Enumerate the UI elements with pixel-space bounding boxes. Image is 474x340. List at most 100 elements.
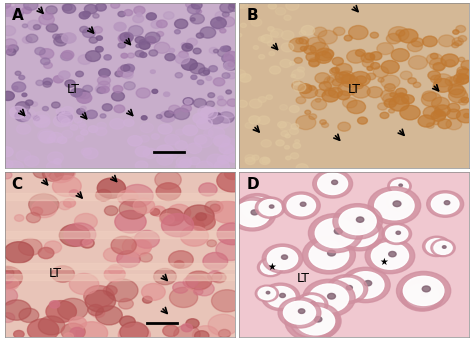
Circle shape	[313, 169, 353, 198]
Circle shape	[292, 81, 304, 90]
Circle shape	[296, 164, 308, 172]
Circle shape	[224, 149, 242, 162]
Circle shape	[196, 33, 204, 38]
Circle shape	[356, 49, 365, 56]
Circle shape	[342, 75, 358, 87]
Circle shape	[61, 52, 73, 61]
Circle shape	[71, 88, 82, 97]
Circle shape	[156, 20, 167, 28]
Circle shape	[56, 108, 64, 115]
Circle shape	[421, 291, 428, 296]
Circle shape	[139, 253, 152, 262]
Circle shape	[27, 319, 59, 340]
Circle shape	[332, 57, 343, 65]
Circle shape	[128, 26, 143, 36]
Circle shape	[280, 104, 287, 110]
Circle shape	[300, 85, 318, 98]
Circle shape	[49, 172, 62, 181]
Circle shape	[347, 100, 365, 114]
Circle shape	[120, 32, 133, 42]
Circle shape	[43, 78, 53, 85]
Circle shape	[210, 17, 227, 29]
Circle shape	[8, 45, 18, 52]
Circle shape	[33, 112, 50, 123]
Circle shape	[2, 26, 16, 36]
Circle shape	[209, 66, 218, 72]
Circle shape	[58, 112, 74, 123]
Circle shape	[220, 46, 228, 51]
Circle shape	[433, 121, 439, 125]
Circle shape	[111, 92, 125, 101]
Circle shape	[315, 73, 330, 84]
Circle shape	[93, 14, 99, 18]
Circle shape	[169, 105, 180, 114]
Circle shape	[258, 287, 275, 300]
Circle shape	[0, 147, 13, 157]
Circle shape	[322, 90, 338, 102]
Circle shape	[26, 34, 38, 42]
Circle shape	[43, 106, 48, 111]
Circle shape	[104, 55, 111, 60]
Circle shape	[0, 287, 18, 305]
Circle shape	[221, 17, 235, 27]
Circle shape	[215, 12, 227, 20]
Circle shape	[79, 124, 87, 129]
Circle shape	[270, 29, 283, 38]
Circle shape	[207, 154, 225, 167]
Circle shape	[399, 93, 404, 97]
Circle shape	[155, 42, 170, 53]
Circle shape	[362, 59, 374, 67]
Circle shape	[97, 87, 106, 94]
Circle shape	[398, 200, 402, 202]
Circle shape	[201, 107, 218, 119]
Circle shape	[178, 162, 190, 171]
Circle shape	[259, 55, 264, 59]
Circle shape	[191, 75, 197, 80]
Circle shape	[261, 140, 272, 147]
Text: ★: ★	[380, 257, 389, 267]
Circle shape	[292, 307, 333, 336]
Circle shape	[320, 120, 326, 124]
Circle shape	[258, 36, 265, 41]
Circle shape	[91, 308, 105, 318]
Circle shape	[367, 66, 373, 71]
Circle shape	[36, 80, 43, 86]
Circle shape	[310, 302, 316, 305]
Circle shape	[399, 184, 402, 187]
Circle shape	[310, 42, 329, 56]
Circle shape	[197, 118, 212, 129]
Circle shape	[268, 3, 276, 9]
Circle shape	[459, 99, 468, 105]
Circle shape	[434, 241, 452, 254]
Circle shape	[123, 64, 135, 72]
Circle shape	[371, 242, 409, 269]
Circle shape	[82, 28, 95, 37]
Circle shape	[182, 44, 193, 51]
Circle shape	[391, 49, 409, 62]
Circle shape	[175, 141, 187, 150]
Circle shape	[86, 110, 97, 119]
Circle shape	[401, 95, 414, 104]
Circle shape	[2, 278, 19, 290]
Circle shape	[452, 42, 459, 48]
Circle shape	[438, 119, 451, 129]
Circle shape	[93, 27, 102, 33]
Circle shape	[407, 41, 422, 52]
Circle shape	[0, 268, 14, 279]
Circle shape	[433, 110, 446, 120]
Circle shape	[24, 156, 39, 166]
Circle shape	[100, 114, 106, 118]
Bar	[5, 232, 235, 238]
Circle shape	[209, 127, 225, 138]
Circle shape	[64, 223, 96, 246]
Circle shape	[338, 122, 350, 131]
Circle shape	[38, 248, 54, 259]
Circle shape	[309, 114, 317, 119]
Circle shape	[213, 78, 225, 86]
Circle shape	[309, 59, 319, 67]
Circle shape	[193, 113, 208, 124]
Text: B: B	[246, 8, 258, 23]
Circle shape	[203, 70, 210, 74]
Circle shape	[150, 208, 160, 215]
Circle shape	[140, 135, 149, 142]
